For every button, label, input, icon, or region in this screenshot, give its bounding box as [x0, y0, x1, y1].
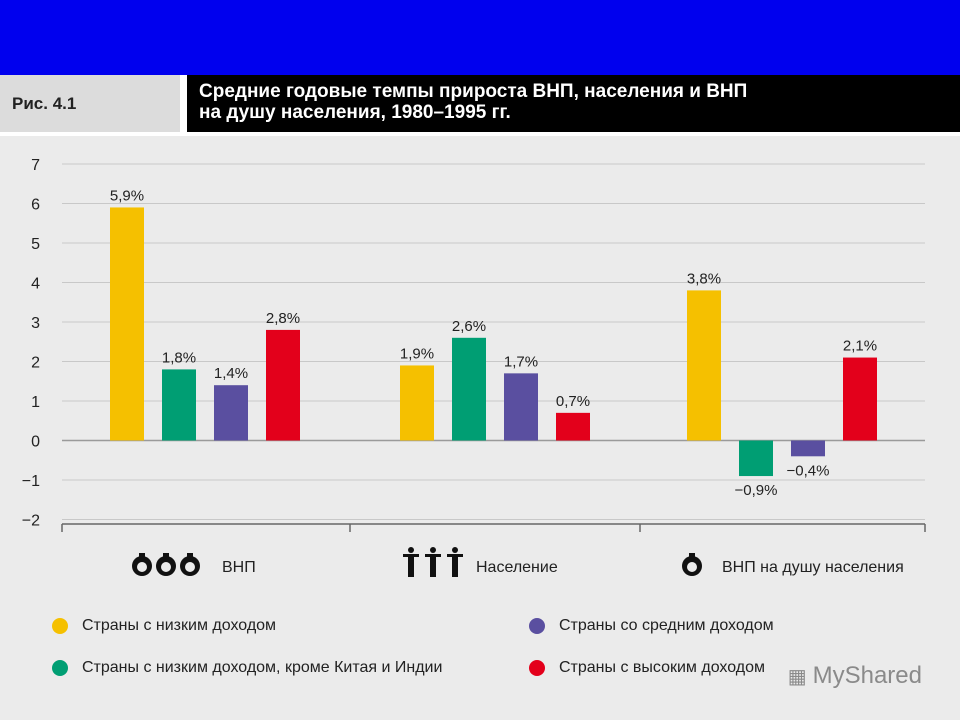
category-label: Население [476, 559, 558, 576]
data-label: 0,7% [556, 393, 590, 410]
y-tick-label: −1 [22, 473, 40, 490]
top-blue-bar [0, 0, 960, 75]
bar [556, 412, 590, 441]
legend-item-low-income-excl: Страны с низким доходом, кроме Китая и И… [52, 657, 442, 679]
legend-item-low-income: Страны с низким доходом [52, 615, 276, 637]
data-label: 1,4% [214, 365, 248, 382]
legend-dot-middle-income [529, 618, 545, 634]
coin-icon-top [163, 553, 169, 557]
y-tick-label: 6 [31, 197, 40, 214]
person-icon-head [408, 547, 414, 553]
y-tick-label: 1 [31, 394, 40, 411]
person-icon-body [452, 557, 458, 577]
person-icon-arms [447, 554, 463, 557]
y-tick-label: 3 [31, 315, 40, 332]
legend-item-middle-income: Страны со средним доходом [529, 615, 774, 637]
bar [452, 337, 486, 441]
data-label: 2,6% [452, 318, 486, 335]
bar [504, 373, 538, 441]
bar [162, 369, 196, 441]
data-label: 5,9% [110, 187, 144, 204]
legend-item-high-income: Страны с высоким доходом [529, 657, 765, 679]
bar [400, 365, 434, 441]
person-icon-arms [403, 554, 419, 557]
coin-icon-center [185, 562, 195, 572]
person-icon-head [430, 547, 436, 553]
coin-icon-top [187, 553, 193, 557]
chart-title-line-1: Средние годовые темпы прироста ВНП, насе… [199, 81, 748, 102]
bar [110, 207, 144, 441]
chart-area: 7 6 5 4 3 2 1 0 −1 −2 5,9% 1,9% 3,8% 1,8% 2,6% −0,9% 1,4… [0, 136, 960, 720]
coin-icon-top [139, 553, 145, 557]
bar [214, 385, 248, 441]
y-tick-label: −2 [22, 513, 40, 530]
person-icon-head [452, 547, 458, 553]
data-label: 3,8% [687, 270, 721, 287]
data-label: −0,4% [787, 462, 830, 479]
figure-label: Рис. 4.1 [0, 75, 180, 132]
coin-icon-center [137, 562, 147, 572]
data-label: −0,9% [735, 482, 778, 499]
legend-label-middle-income: Страны со средним доходом [559, 617, 774, 634]
coin-icon-center [687, 562, 697, 572]
y-tick-label: 0 [31, 434, 40, 451]
person-icon-body [430, 557, 436, 577]
bar [739, 440, 773, 477]
bar [687, 290, 721, 441]
bar [843, 357, 877, 441]
coin-icon-top [689, 553, 695, 557]
watermark-text: MyShared [812, 662, 922, 689]
y-tick-label: 2 [31, 355, 40, 372]
bar-chart: 7 6 5 4 3 2 1 0 −1 −2 5,9% 1,9% 3,8% 1,8% 2,6% −0,9% 1,4… [22, 157, 926, 577]
legend-label-low-income-excl: Страны с низким доходом, кроме Китая и И… [82, 659, 443, 676]
header-divider [180, 75, 187, 132]
bar [791, 440, 825, 457]
legend-dot-low-income [52, 618, 68, 634]
y-tick-label: 4 [31, 276, 40, 293]
data-label: 2,8% [266, 310, 300, 327]
data-label: 1,9% [400, 345, 434, 362]
category-label: ВНП на душу населения [722, 559, 904, 576]
category-label: ВНП [222, 559, 256, 576]
y-tick-label: 5 [31, 236, 40, 253]
legend-label-low-income: Страны с низким доходом [82, 617, 277, 634]
person-icon-body [408, 557, 414, 577]
bar [266, 329, 300, 441]
legend-dot-high-income [529, 660, 545, 676]
chart-title-line-2: на душу населения, 1980–1995 гг. [199, 102, 511, 123]
projector-icon: ▦ [787, 665, 807, 688]
watermark: ▦ MyShared [788, 662, 922, 690]
coin-icon-center [161, 562, 171, 572]
data-label: 2,1% [843, 338, 877, 355]
y-tick-label: 7 [31, 157, 40, 174]
legend-label-high-income: Страны с высоким доходом [559, 659, 766, 676]
data-label: 1,8% [162, 349, 196, 366]
chart-title: Средние годовые темпы прироста ВНП, насе… [187, 75, 960, 132]
legend-dot-low-income-excl [52, 660, 68, 676]
data-label: 1,7% [504, 353, 538, 370]
person-icon-arms [425, 554, 441, 557]
